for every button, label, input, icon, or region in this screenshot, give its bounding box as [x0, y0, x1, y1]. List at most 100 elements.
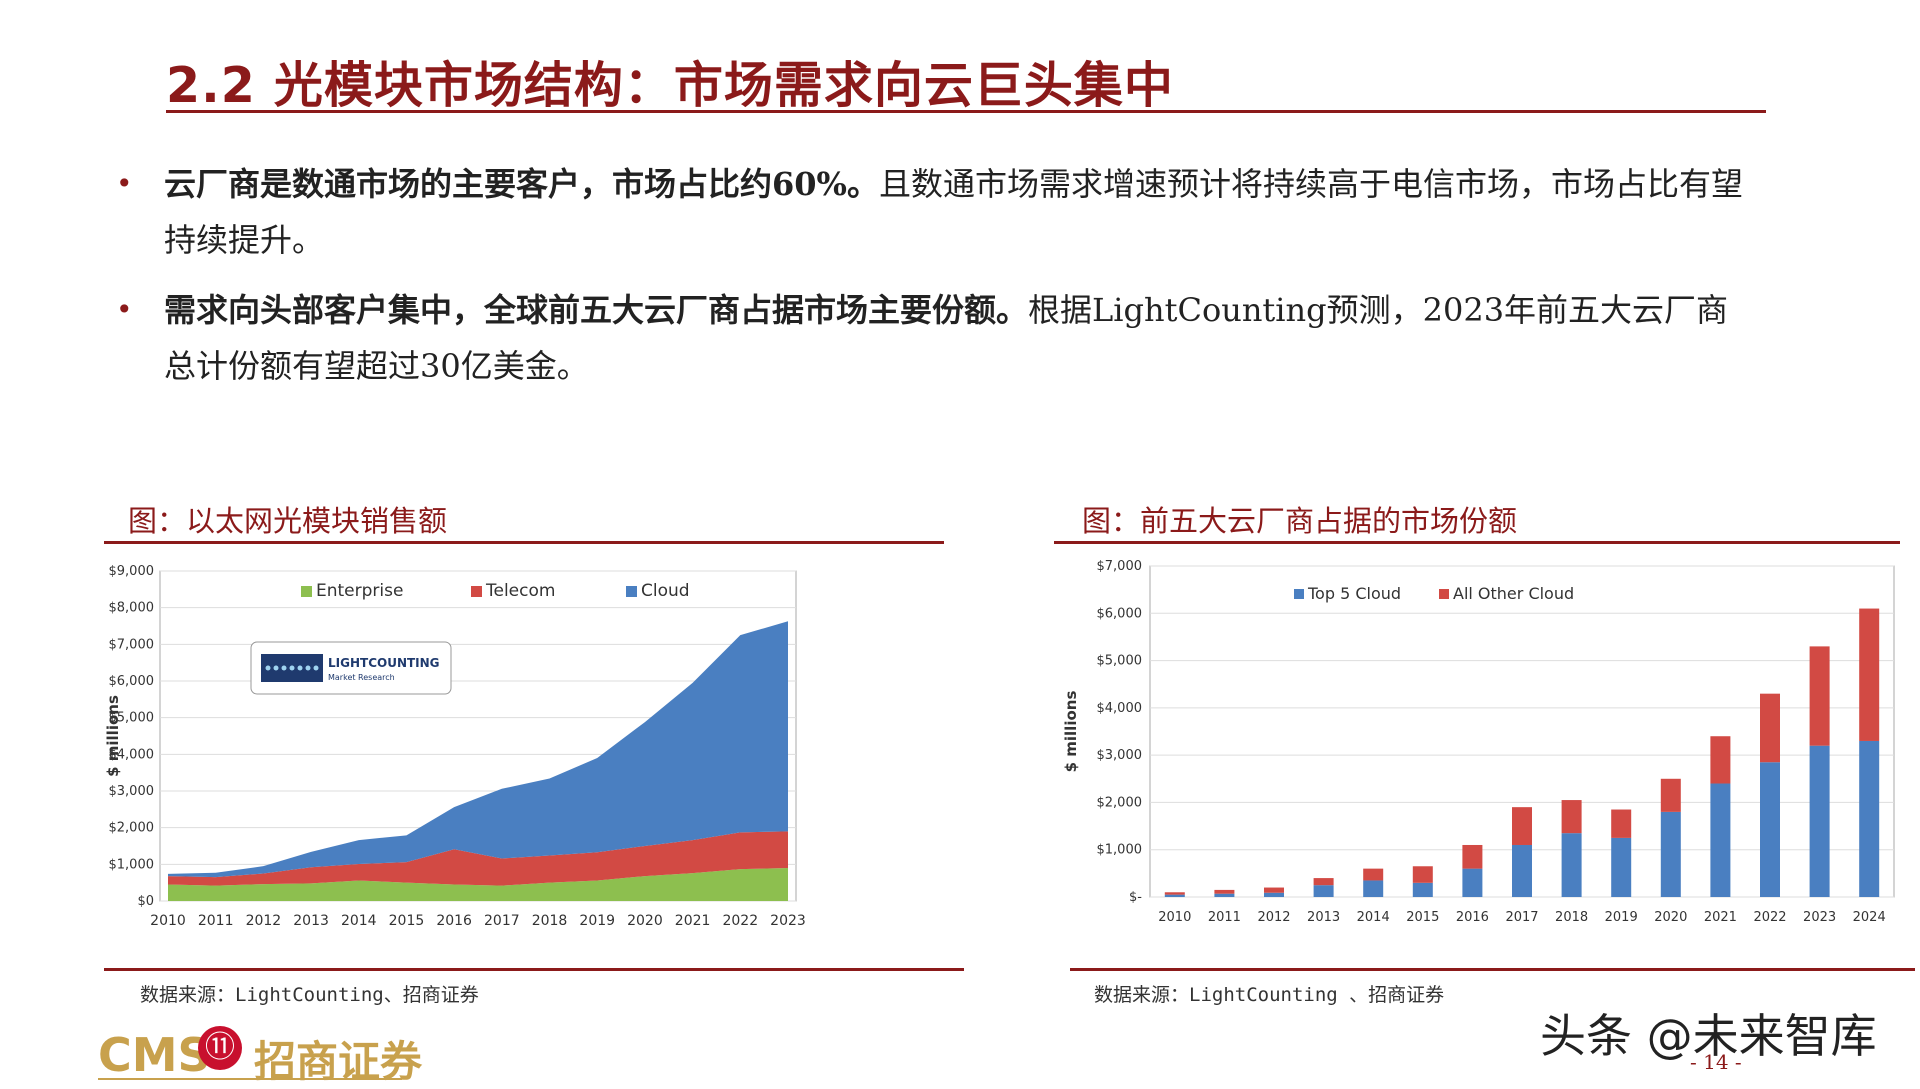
- title-divider: [166, 110, 1766, 113]
- bar-top5: [1561, 833, 1582, 897]
- x-tick-label: 2013: [293, 913, 329, 929]
- bar-top5: [1363, 880, 1384, 897]
- x-tick-label: 2014: [1357, 910, 1390, 925]
- x-tick-label: 2024: [1853, 910, 1886, 925]
- logo-dot-icon: [313, 665, 319, 671]
- y-tick-label: $7,000: [1097, 559, 1143, 574]
- bar-top5: [1760, 762, 1780, 897]
- bar-top5: [1313, 885, 1334, 897]
- x-tick-label: 2023: [770, 913, 806, 929]
- area-series-telecom: [168, 831, 788, 886]
- bar-other: [1859, 608, 1880, 741]
- right-chart-caption: 图：前五大云厂商占据的市场份额: [1082, 504, 1518, 538]
- legend-swatch: [1439, 589, 1449, 599]
- bar-other: [1710, 736, 1731, 784]
- bullet-1-bold: 云厂商是数通市场的主要客户，市场占比约60%。: [164, 165, 879, 203]
- cms-logo-text: CMS: [98, 1028, 211, 1082]
- x-tick-label: 2011: [1208, 910, 1241, 925]
- bar-other: [1512, 807, 1532, 845]
- bar-other: [1412, 866, 1433, 883]
- legend-swatch: [1294, 589, 1304, 599]
- bar-top5: [1611, 837, 1632, 897]
- bullet-2-text: 根据LightCounting预测，2023年前五大云厂商总计份额有望超过30亿…: [164, 291, 1729, 385]
- top5-cloud-share-chart: $- $1,000 $2,000 $3,000 $4,000 $5,000 $6,000 $7…: [1062, 559, 1895, 925]
- left-chart-source: 数据来源：LightCounting、招商证券: [140, 984, 479, 1006]
- left-chart-caption: 图：以太网光模块销售额: [128, 504, 448, 538]
- bar-top5: [1164, 894, 1185, 897]
- x-tick-label: 2020: [1654, 910, 1687, 925]
- x-tick-label: 2016: [1456, 910, 1489, 925]
- y-tick-label: $8,000: [109, 601, 155, 616]
- logo-line1: LIGHTCOUNTING: [328, 656, 440, 670]
- x-tick-label: 2012: [1257, 910, 1290, 925]
- x-tick-label: 2019: [1605, 910, 1638, 925]
- legend-swatch: [626, 586, 637, 597]
- y-tick-label: $2,000: [109, 821, 155, 836]
- area-series-enterprise: [168, 868, 788, 901]
- bar-other: [1809, 646, 1830, 746]
- y-tick-label: $3,000: [1097, 748, 1143, 763]
- bar-other: [1660, 778, 1681, 812]
- x-tick-label: 2017: [1505, 910, 1538, 925]
- bullet-2-bold: 需求向头部客户集中，全球前五大云厂商占据市场主要份额。: [164, 291, 1029, 329]
- x-tick-label: 2011: [198, 913, 234, 929]
- x-tick-label: 2020: [627, 913, 663, 929]
- bar-other: [1462, 844, 1483, 869]
- x-tick-label: 2015: [1406, 910, 1439, 925]
- y-tick-label: $3,000: [109, 784, 155, 799]
- bar-other: [1264, 887, 1284, 893]
- left-source-rule: [104, 968, 964, 971]
- x-tick-label: 2023: [1803, 910, 1836, 925]
- x-tick-label: 2021: [675, 913, 711, 929]
- legend-label: Cloud: [641, 581, 690, 601]
- page-number: - 14 -: [1690, 1050, 1742, 1074]
- y-tick-label: $-: [1129, 890, 1142, 905]
- logo-dot-icon: [289, 665, 295, 671]
- x-tick-label: 2015: [389, 913, 425, 929]
- x-tick-label: 2021: [1704, 910, 1737, 925]
- bar-top5: [1264, 892, 1284, 897]
- y-axis-label: $ millions: [104, 695, 122, 777]
- x-tick-label: 2012: [246, 913, 282, 929]
- x-tick-label: 2022: [1753, 910, 1786, 925]
- bar-top5: [1660, 811, 1681, 897]
- left-caption-rule: [104, 541, 944, 544]
- y-tick-label: $4,000: [109, 747, 155, 762]
- page-title: 2.2 光模块市场结构：市场需求向云巨头集中: [166, 57, 1174, 114]
- legend-label: Enterprise: [316, 581, 403, 601]
- y-axis-label: $ millions: [1062, 691, 1080, 773]
- bullet-dot-icon: •: [116, 167, 133, 200]
- logo-underline: [98, 1078, 402, 1080]
- cms-emblem-icon: ⑪: [198, 1026, 242, 1070]
- y-tick-label: $5,000: [109, 711, 155, 726]
- bullet-item-1: • 云厂商是数通市场的主要客户，市场占比约60%。且数通市场需求增速预计将持续高…: [116, 156, 1756, 268]
- area-series-cloud: [168, 621, 788, 878]
- y-tick-label: $0: [137, 894, 154, 909]
- legend-swatch: [471, 586, 482, 597]
- legend-label: Telecom: [485, 581, 555, 601]
- y-tick-label: $6,000: [1097, 606, 1143, 621]
- bullet-item-2: • 需求向头部客户集中，全球前五大云厂商占据市场主要份额。根据LightCoun…: [116, 282, 1756, 394]
- watermark-text: 头条 @未来智库: [1540, 1009, 1877, 1063]
- x-tick-label: 2018: [1555, 910, 1588, 925]
- y-tick-label: $9,000: [109, 564, 155, 579]
- bar-other: [1313, 878, 1334, 886]
- bar-other: [1760, 693, 1780, 763]
- bar-top5: [1412, 882, 1433, 897]
- y-tick-label: $5,000: [1097, 654, 1143, 669]
- x-tick-label: 2016: [436, 913, 472, 929]
- legend-label: All Other Cloud: [1453, 584, 1574, 603]
- cms-logo-chinese: 招商证券: [254, 1037, 423, 1086]
- bar-top5: [1809, 745, 1830, 897]
- y-tick-label: $6,000: [109, 674, 155, 689]
- bar-other: [1164, 892, 1185, 895]
- bar-top5: [1859, 740, 1880, 897]
- logo-dot-icon: [265, 665, 271, 671]
- bar-other: [1611, 809, 1632, 838]
- x-tick-label: 2013: [1307, 910, 1340, 925]
- legend-label: Top 5 Cloud: [1307, 584, 1401, 603]
- x-tick-label: 2014: [341, 913, 377, 929]
- bar-other: [1363, 868, 1384, 881]
- bar-top5: [1710, 783, 1731, 897]
- bar-other: [1561, 800, 1582, 834]
